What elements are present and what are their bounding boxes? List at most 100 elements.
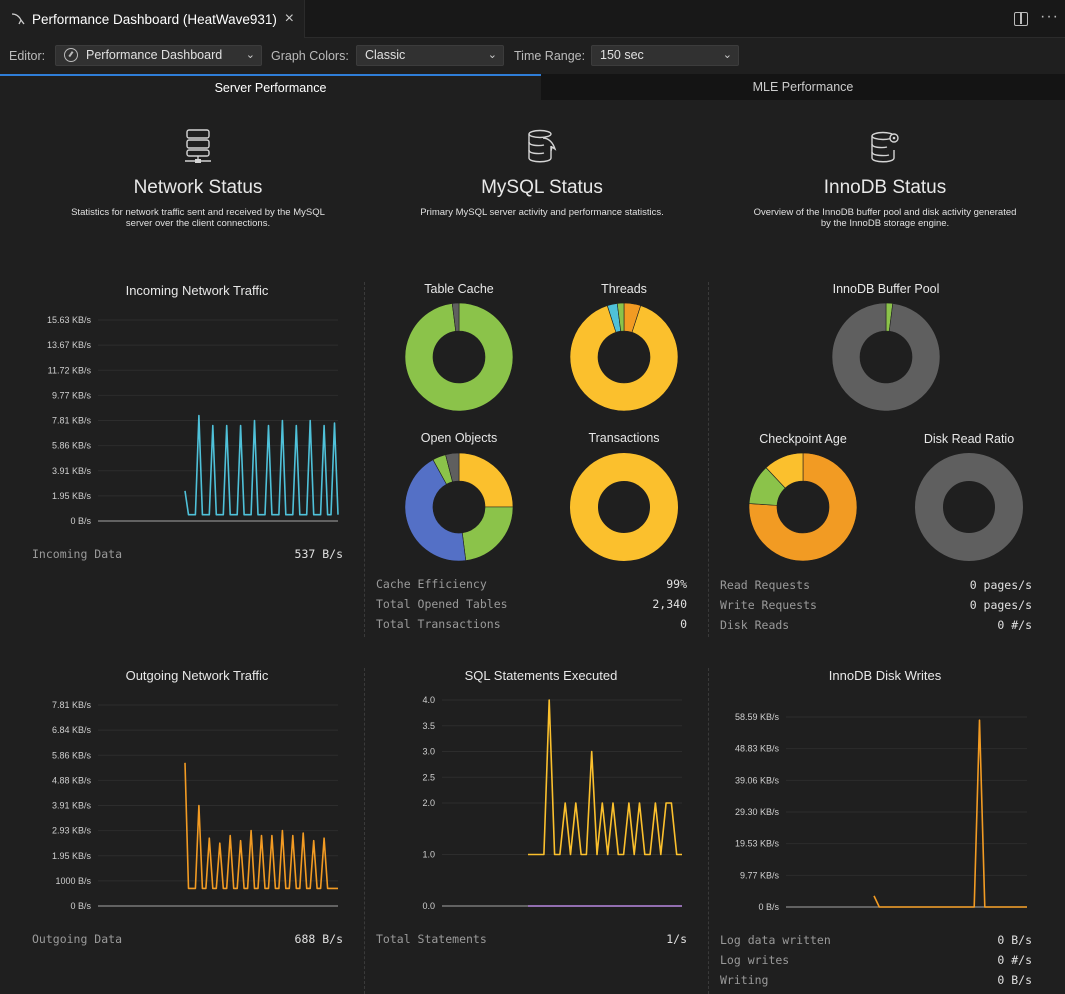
mysql-database-icon (528, 129, 557, 163)
y-tick-label: 4.88 KB/s (52, 775, 92, 785)
donut-slice (623, 302, 642, 333)
column-divider (708, 668, 709, 994)
stat-value: 1/s (666, 932, 687, 946)
dashboard-gauge-icon (64, 48, 78, 62)
y-tick-label: 7.81 KB/s (52, 416, 92, 426)
donut-slice (765, 452, 804, 489)
open-objects-title: Open Objects (420, 431, 498, 445)
more-actions-icon[interactable]: ··· (1040, 8, 1059, 25)
tab-server-performance[interactable]: Server Performance (0, 74, 541, 100)
section-description: Primary MySQL server activity and perfor… (420, 207, 664, 218)
donut-slice (569, 305, 679, 412)
y-tick-label: 29.30 KB/s (735, 807, 780, 817)
stat-value: 537 B/s (294, 547, 343, 561)
table-cache-title: Table Cache (424, 282, 494, 296)
y-tick-label: 4.0 (422, 695, 435, 705)
threads-title: Threads (601, 282, 647, 296)
donut-slice (915, 453, 1023, 561)
y-tick-label: 19.53 KB/s (735, 839, 780, 849)
donut-slice (458, 452, 514, 508)
column-divider (708, 282, 709, 637)
donut-slice (432, 454, 453, 485)
y-tick-label: 3.0 (422, 747, 435, 757)
stat-label: Total Opened Tables (376, 597, 508, 611)
y-tick-label: 39.06 KB/s (735, 775, 780, 785)
y-tick-label: 13.67 KB/s (47, 340, 92, 350)
section-description: Statistics for network traffic sent and … (71, 207, 325, 229)
split-editor-icon[interactable] (1014, 12, 1028, 26)
y-tick-label: 6.84 KB/s (52, 725, 92, 735)
tab-mle-performance[interactable]: MLE Performance (541, 74, 1065, 100)
innodb-disk-writes-title: InnoDB Disk Writes (828, 668, 942, 683)
y-tick-label: 0 B/s (70, 901, 91, 911)
mysql-status-header: MySQL Status Primary MySQL server activi… (377, 128, 707, 218)
graph-colors-value: Classic (365, 48, 406, 62)
editor-select-value: Performance Dashboard (86, 48, 223, 62)
stat-value: 0 #/s (997, 618, 1032, 632)
column-divider (364, 668, 365, 994)
dashboard-tab[interactable]: Performance Dashboard (HeatWave931) × (0, 0, 305, 38)
donut-slice (831, 302, 941, 412)
tab-title: Performance Dashboard (HeatWave931) (32, 11, 277, 27)
y-tick-label: 9.77 KB/s (740, 870, 780, 880)
column-divider (364, 282, 365, 637)
donut-slice (885, 302, 894, 332)
stat-value: 688 B/s (294, 932, 343, 946)
y-tick-label: 1.0 (422, 850, 435, 860)
stat-value: 0 #/s (997, 953, 1032, 967)
outgoing-traffic-title: Outgoing Network Traffic (125, 668, 269, 683)
y-tick-label: 3.91 KB/s (52, 466, 92, 476)
section-description: Overview of the InnoDB buffer pool and d… (753, 207, 1017, 229)
stat-value: 0 pages/s (969, 598, 1032, 612)
y-tick-label: 1000 B/s (55, 876, 91, 886)
section-title: Network Status (133, 177, 263, 198)
y-tick-label: 9.77 KB/s (52, 390, 92, 400)
stat-label: Outgoing Data (32, 932, 123, 946)
series-line (184, 414, 339, 516)
donut-slice (445, 452, 460, 483)
graph-colors-select[interactable]: Classic ⌄ (356, 45, 504, 66)
y-tick-label: 0 B/s (758, 902, 779, 912)
donut-slice (748, 452, 858, 562)
y-tick-label: 2.93 KB/s (52, 826, 92, 836)
y-tick-label: 1.95 KB/s (52, 851, 92, 861)
donut-slice (461, 506, 514, 561)
innodb-status-header: InnoDB Status Overview of the InnoDB buf… (720, 128, 1050, 229)
stat-value: 0 B/s (997, 973, 1032, 987)
incoming-traffic-title: Incoming Network Traffic (125, 283, 269, 298)
chevron-down-icon: ⌄ (245, 49, 255, 61)
editor-select[interactable]: Performance Dashboard ⌄ (55, 45, 262, 66)
stat-label: Write Requests (720, 598, 817, 612)
stat-label: Disk Reads (720, 618, 790, 632)
section-title: MySQL Status (481, 177, 603, 198)
donut-slice (451, 302, 460, 332)
time-range-select[interactable]: 150 sec ⌄ (591, 45, 739, 66)
dashboard-toolbar: Editor: Performance Dashboard ⌄ Graph Co… (0, 38, 1065, 74)
buffer-pool-title: InnoDB Buffer Pool (832, 282, 940, 296)
donut-slice (616, 302, 625, 332)
y-tick-label: 3.5 (422, 721, 435, 731)
y-tick-label: 58.59 KB/s (735, 712, 780, 722)
stat-label: Cache Efficiency (376, 577, 487, 591)
graph-colors-label: Graph Colors: (271, 49, 349, 63)
close-tab-icon[interactable]: × (284, 10, 294, 27)
y-tick-label: 15.63 KB/s (47, 315, 92, 325)
stat-label: Total Transactions (376, 617, 501, 631)
stat-label: Writing (720, 973, 769, 987)
series-line (873, 719, 1027, 908)
stat-label: Log writes (720, 953, 790, 967)
stat-label: Log data written (720, 933, 831, 947)
series-line (528, 699, 682, 856)
y-tick-label: 0.0 (422, 901, 435, 911)
editor-label: Editor: (9, 49, 46, 63)
disk-read-ratio-title: Disk Read Ratio (923, 432, 1015, 446)
stat-label: Incoming Data (32, 547, 123, 561)
y-tick-label: 3.91 KB/s (52, 801, 92, 811)
network-server-icon (185, 129, 211, 163)
page-tabs: Server Performance MLE Performance (0, 74, 1065, 100)
sql-statements-title: SQL Statements Executed (464, 668, 618, 683)
stat-value: 0 B/s (997, 933, 1032, 947)
stat-label: Read Requests (720, 578, 811, 592)
stat-value: 2,340 (652, 597, 687, 611)
chevron-down-icon: ⌄ (487, 49, 497, 61)
